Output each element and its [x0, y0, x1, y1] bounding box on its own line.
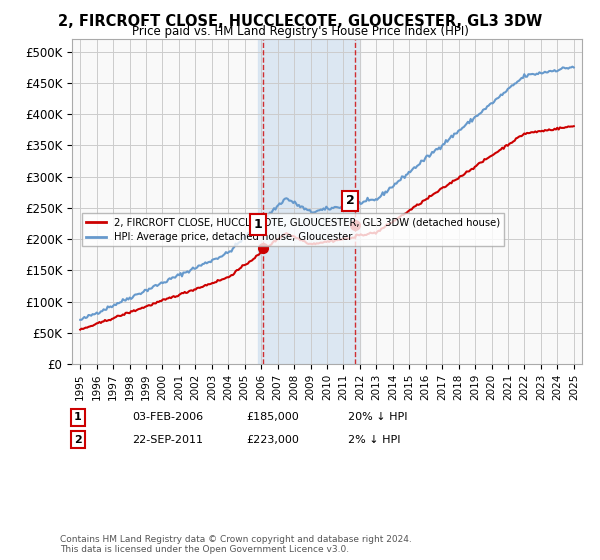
Text: £185,000: £185,000 — [246, 412, 299, 422]
Text: 2, FIRCROFT CLOSE, HUCCLECOTE, GLOUCESTER, GL3 3DW: 2, FIRCROFT CLOSE, HUCCLECOTE, GLOUCESTE… — [58, 14, 542, 29]
Text: 2: 2 — [346, 194, 355, 207]
Text: 2% ↓ HPI: 2% ↓ HPI — [348, 435, 401, 445]
Text: 1: 1 — [74, 412, 82, 422]
Text: 2: 2 — [74, 435, 82, 445]
Text: 1: 1 — [253, 218, 262, 231]
Text: £223,000: £223,000 — [246, 435, 299, 445]
Text: 03-FEB-2006: 03-FEB-2006 — [132, 412, 203, 422]
Text: 20% ↓ HPI: 20% ↓ HPI — [348, 412, 407, 422]
Bar — [258, 39, 360, 364]
Text: Contains HM Land Registry data © Crown copyright and database right 2024.
This d: Contains HM Land Registry data © Crown c… — [60, 535, 412, 554]
Legend: 2, FIRCROFT CLOSE, HUCCLECOTE, GLOUCESTER, GL3 3DW (detached house), HPI: Averag: 2, FIRCROFT CLOSE, HUCCLECOTE, GLOUCESTE… — [82, 213, 504, 246]
Text: 22-SEP-2011: 22-SEP-2011 — [132, 435, 203, 445]
Text: Price paid vs. HM Land Registry's House Price Index (HPI): Price paid vs. HM Land Registry's House … — [131, 25, 469, 38]
